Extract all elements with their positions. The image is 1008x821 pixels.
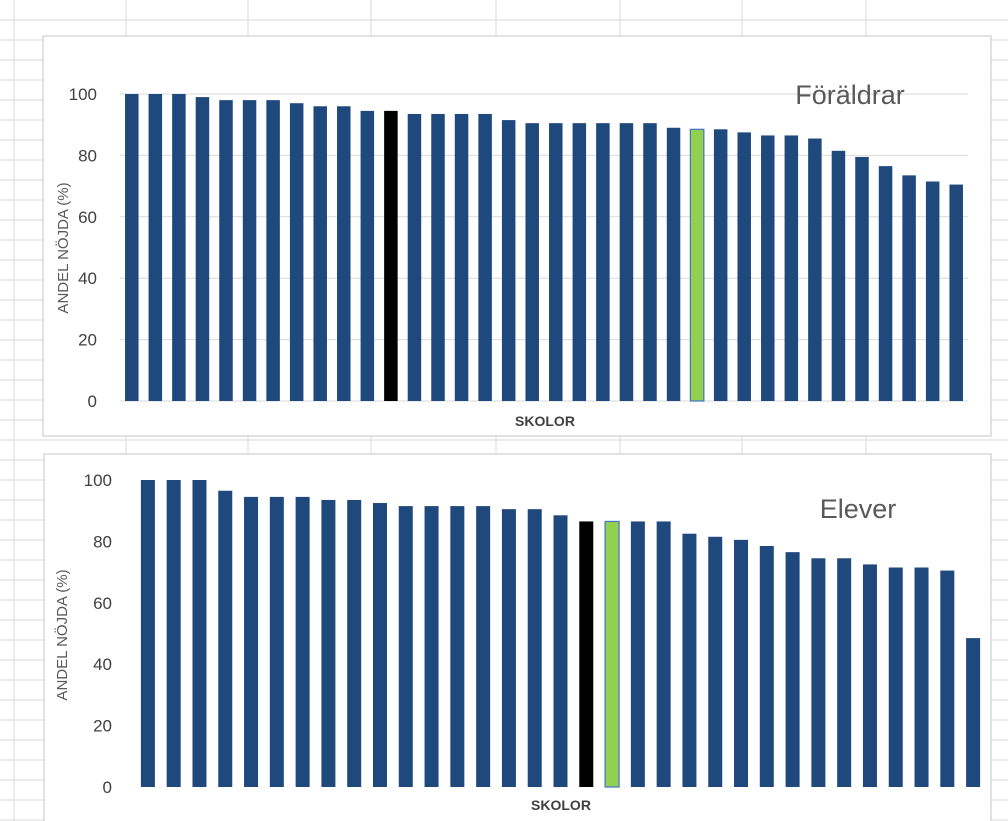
- chart-foraldrar[interactable]: 0 20 40 60 80 100 ANDEL NÖJDA (%) SKOLOR Förä…: [42, 35, 992, 437]
- bar: [478, 113, 492, 401]
- bar: [572, 123, 587, 401]
- bar: [596, 123, 610, 401]
- bar: [527, 509, 542, 787]
- bar: [125, 94, 139, 401]
- bar: [266, 100, 280, 401]
- bar: [372, 503, 387, 787]
- x-axis-title: SKOLOR: [515, 413, 575, 429]
- bar: [734, 539, 749, 787]
- bar: [242, 100, 257, 401]
- bar: [643, 123, 657, 401]
- bar: [808, 138, 822, 401]
- bar: [148, 94, 163, 401]
- bar: [784, 135, 799, 401]
- bar: [140, 480, 155, 787]
- y-tick-label: 40: [93, 655, 112, 674]
- y-tick-label: 60: [93, 594, 112, 613]
- bar: [295, 496, 310, 787]
- bar: [431, 113, 445, 401]
- bar: [219, 100, 233, 401]
- bar: [166, 480, 181, 787]
- y-tick-label: 100: [84, 471, 112, 490]
- y-tick-label: 80: [78, 146, 97, 165]
- y-tick-label: 100: [69, 85, 97, 104]
- y-tick-label: 40: [78, 269, 97, 288]
- bar: [759, 546, 774, 787]
- bar-highlight-green: [689, 128, 705, 402]
- bar: [172, 94, 186, 401]
- bar: [313, 106, 327, 401]
- bar: [337, 106, 351, 401]
- bar: [878, 166, 893, 401]
- bar: [549, 123, 563, 401]
- bar: [244, 496, 259, 787]
- bar: [902, 175, 916, 401]
- bar: [925, 181, 940, 401]
- bar: [192, 480, 207, 787]
- bar: [321, 499, 336, 787]
- bar: [347, 499, 362, 787]
- chart-elever[interactable]: 0 20 40 60 80 100 ANDEL NÖJDA (%) SKOLOR Elev…: [43, 453, 992, 821]
- bars: [140, 480, 981, 788]
- bar-highlight-black: [384, 110, 398, 401]
- bar: [553, 515, 568, 787]
- bar: [424, 506, 439, 787]
- bar: [501, 509, 516, 787]
- bar: [619, 123, 634, 401]
- bar: [666, 127, 681, 402]
- bar: [289, 103, 304, 402]
- x-axis-title: SKOLOR: [531, 797, 591, 813]
- bar: [811, 558, 826, 787]
- bar: [831, 150, 846, 401]
- y-tick-label: 0: [88, 392, 97, 411]
- bar-highlight-black: [579, 521, 594, 787]
- bar: [713, 129, 728, 401]
- bar: [269, 496, 284, 787]
- bar: [914, 567, 929, 787]
- bar: [966, 638, 981, 787]
- bars: [125, 94, 963, 402]
- bar: [888, 567, 903, 787]
- bar: [785, 552, 800, 787]
- bar-highlight-green: [604, 520, 620, 788]
- y-tick-label: 20: [78, 331, 97, 350]
- bar: [837, 558, 852, 787]
- bar: [454, 113, 469, 401]
- y-axis-ticks: 0 20 40 60 80 100: [84, 471, 112, 797]
- bar: [218, 490, 233, 787]
- bar: [476, 506, 491, 787]
- bar: [195, 97, 210, 401]
- y-tick-label: 80: [93, 532, 112, 551]
- bar: [450, 506, 465, 787]
- y-tick-label: 20: [93, 717, 112, 736]
- bar: [501, 120, 516, 401]
- bar: [737, 132, 751, 401]
- bar: [940, 570, 955, 787]
- bar: [682, 533, 697, 787]
- bar: [656, 521, 671, 787]
- bar: [855, 156, 869, 401]
- bar: [862, 564, 877, 787]
- y-tick-label: 0: [103, 778, 112, 797]
- bar: [360, 110, 375, 401]
- bar: [761, 135, 775, 401]
- gridlines: [120, 93, 968, 402]
- bar: [525, 123, 539, 401]
- bar: [398, 506, 413, 787]
- y-axis-title: ANDEL NÖJDA (%): [53, 569, 71, 700]
- y-tick-label: 60: [78, 208, 97, 227]
- bar: [630, 521, 645, 787]
- bar: [949, 184, 963, 401]
- chart-title: Elever: [820, 494, 897, 524]
- y-axis-ticks: 0 20 40 60 80 100: [69, 85, 97, 411]
- y-axis-title: ANDEL NÖJDA (%): [54, 182, 72, 313]
- chart-title: Föräldrar: [795, 80, 905, 110]
- bar: [407, 113, 422, 401]
- bar: [708, 536, 723, 787]
